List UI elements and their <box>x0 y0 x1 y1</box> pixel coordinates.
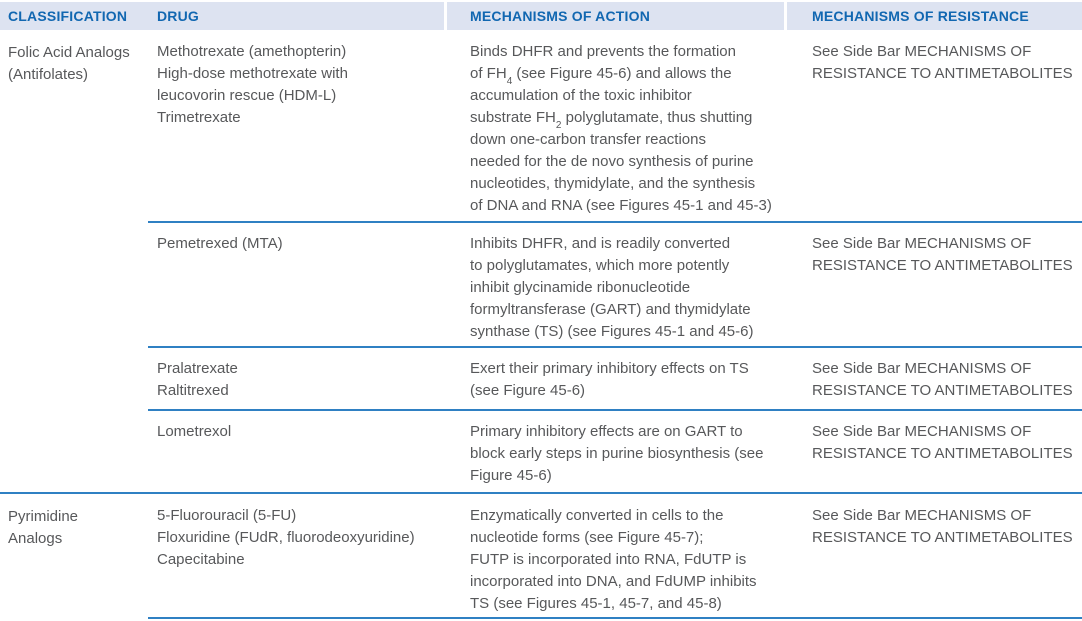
resistance-text-line: RESISTANCE TO ANTIMETABOLITES <box>812 382 1073 399</box>
section-rows: 5-Fluorouracil (5-FU) Floxuridine (FUdR,… <box>148 494 1082 617</box>
resistance-text-line: See Side Bar MECHANISMS OF <box>812 507 1032 524</box>
table-body: Folic Acid Analogs (Antifolates) Methotr… <box>0 30 1082 619</box>
action-text-line: Enzymatically converted in cells to the <box>470 507 724 524</box>
drug-cell: Pralatrexate Raltitrexed <box>148 348 462 409</box>
drug-name: Methotrexate (amethopterin) <box>157 43 347 60</box>
action-text-line: inhibit glycinamide ribonucleotide <box>470 279 691 296</box>
drug-cell: Pemetrexed (MTA) <box>148 223 462 346</box>
column-header-classification: CLASSIFICATION <box>8 8 128 24</box>
header-column-gap <box>444 2 447 30</box>
header-column-gap <box>784 2 787 30</box>
resistance-text-line: See Side Bar MECHANISMS OF <box>812 43 1032 60</box>
drug-name: leucovorin rescue (HDM-L) <box>157 87 337 104</box>
resistance-text-line: RESISTANCE TO ANTIMETABOLITES <box>812 529 1073 546</box>
resistance-text-line: RESISTANCE TO ANTIMETABOLITES <box>812 445 1073 462</box>
bottom-divider <box>148 617 1082 619</box>
drug-name: Capecitabine <box>157 551 245 568</box>
action-text-line: Inhibits DHFR, and is readily converted <box>470 235 731 252</box>
action-text-line: substrate FH2 polyglutamate, thus shutti… <box>470 109 753 131</box>
action-text-line: Binds DHFR and prevents the formation <box>470 43 736 60</box>
mechanism-of-resistance-cell: See Side Bar MECHANISMS OF RESISTANCE TO… <box>804 30 1082 221</box>
classification-label: Folic Acid Analogs <box>8 44 130 61</box>
mechanism-of-resistance-cell: See Side Bar MECHANISMS OF RESISTANCE TO… <box>804 348 1082 409</box>
column-header-drug: DRUG <box>157 8 200 24</box>
classification-cell: Folic Acid Analogs (Antifolates) <box>0 30 148 492</box>
mechanism-of-resistance-cell: See Side Bar MECHANISMS OF RESISTANCE TO… <box>804 223 1082 346</box>
table-header-row: CLASSIFICATION DRUG MECHANISMS OF ACTION… <box>0 2 1082 30</box>
action-text-line: FUTP is incorporated into RNA, FdUTP is <box>470 551 747 568</box>
action-text-line: down one-carbon transfer reactions <box>470 131 706 148</box>
action-text-line: Exert their primary inhibitory effects o… <box>470 360 749 377</box>
section-rows: Methotrexate (amethopterin) High-dose me… <box>148 30 1082 492</box>
drug-cell: Methotrexate (amethopterin) High-dose me… <box>148 30 462 221</box>
action-text-line: of DNA and RNA (see Figures 45-1 and 45-… <box>470 197 772 214</box>
drug-name: Raltitrexed <box>157 382 229 399</box>
section-pyrimidine-analogs: Pyrimidine Analogs 5-Fluorouracil (5-FU)… <box>0 492 1082 617</box>
drug-name: Lometrexol <box>157 423 232 440</box>
table-row: Pemetrexed (MTA) Inhibits DHFR, and is r… <box>148 221 1082 346</box>
drug-name: Pemetrexed (MTA) <box>157 235 283 252</box>
action-text-line: incorporated into DNA, and FdUMP inhibit… <box>470 573 757 590</box>
mechanism-of-resistance-cell: See Side Bar MECHANISMS OF RESISTANCE TO… <box>804 411 1082 492</box>
resistance-text-line: See Side Bar MECHANISMS OF <box>812 360 1032 377</box>
action-text-line: of FH4 (see Figure 45-6) and allows the <box>470 65 732 87</box>
drug-name: High-dose methotrexate with <box>157 65 348 82</box>
classification-label: (Antifolates) <box>8 66 89 83</box>
drug-cell: Lometrexol <box>148 411 462 492</box>
mechanism-of-action-cell: Inhibits DHFR, and is readily converted … <box>462 223 804 346</box>
column-header-mechanisms-of-resistance: MECHANISMS OF RESISTANCE <box>812 8 1029 24</box>
action-text-line: block early steps in purine biosynthesis… <box>470 445 764 462</box>
classification-label: Analogs <box>8 530 63 547</box>
drug-cell: 5-Fluorouracil (5-FU) Floxuridine (FUdR,… <box>148 494 462 617</box>
section-folic-acid-analogs: Folic Acid Analogs (Antifolates) Methotr… <box>0 30 1082 492</box>
drug-name: 5-Fluorouracil (5-FU) <box>157 507 297 524</box>
drug-name: Pralatrexate <box>157 360 238 377</box>
action-text-line: to polyglutamates, which more potently <box>470 257 730 274</box>
table-row: Lometrexol Primary inhibitory effects ar… <box>148 409 1082 492</box>
mechanism-of-action-cell: Binds DHFR and prevents the formation of… <box>462 30 804 221</box>
mechanism-of-action-cell: Primary inhibitory effects are on GART t… <box>462 411 804 492</box>
action-text-line: TS (see Figures 45-1, 45-7, and 45-8) <box>470 595 722 612</box>
action-text-line: synthase (TS) (see Figures 45-1 and 45-6… <box>470 323 754 340</box>
resistance-text-line: RESISTANCE TO ANTIMETABOLITES <box>812 257 1073 274</box>
table-row: Pralatrexate Raltitrexed Exert their pri… <box>148 346 1082 409</box>
resistance-text-line: RESISTANCE TO ANTIMETABOLITES <box>812 65 1073 82</box>
column-header-mechanisms-of-action: MECHANISMS OF ACTION <box>470 8 651 24</box>
drug-name: Trimetrexate <box>157 109 241 126</box>
action-text-line: Primary inhibitory effects are on GART t… <box>470 423 743 440</box>
table-row: Methotrexate (amethopterin) High-dose me… <box>148 30 1082 221</box>
action-text-line: nucleotide forms (see Figure 45-7); <box>470 529 704 546</box>
action-text-line: nucleotides, thymidylate, and the synthe… <box>470 175 756 192</box>
mechanism-of-action-cell: Enzymatically converted in cells to the … <box>462 494 804 617</box>
classification-cell: Pyrimidine Analogs <box>0 494 148 617</box>
action-text-line: (see Figure 45-6) <box>470 382 586 399</box>
action-text-line: accumulation of the toxic inhibitor <box>470 87 692 104</box>
mechanism-of-resistance-cell: See Side Bar MECHANISMS OF RESISTANCE TO… <box>804 494 1082 617</box>
action-text-line: formyltransferase (GART) and thymidylate <box>470 301 751 318</box>
action-text-line: needed for the de novo synthesis of puri… <box>470 153 754 170</box>
resistance-text-line: See Side Bar MECHANISMS OF <box>812 423 1032 440</box>
resistance-text-line: See Side Bar MECHANISMS OF <box>812 235 1032 252</box>
classification-label: Pyrimidine <box>8 508 79 525</box>
action-text-line: Figure 45-6) <box>470 467 552 484</box>
mechanism-of-action-cell: Exert their primary inhibitory effects o… <box>462 348 804 409</box>
drug-name: Floxuridine (FUdR, fluorodeoxyuridine) <box>157 529 415 546</box>
table-row: 5-Fluorouracil (5-FU) Floxuridine (FUdR,… <box>148 494 1082 617</box>
